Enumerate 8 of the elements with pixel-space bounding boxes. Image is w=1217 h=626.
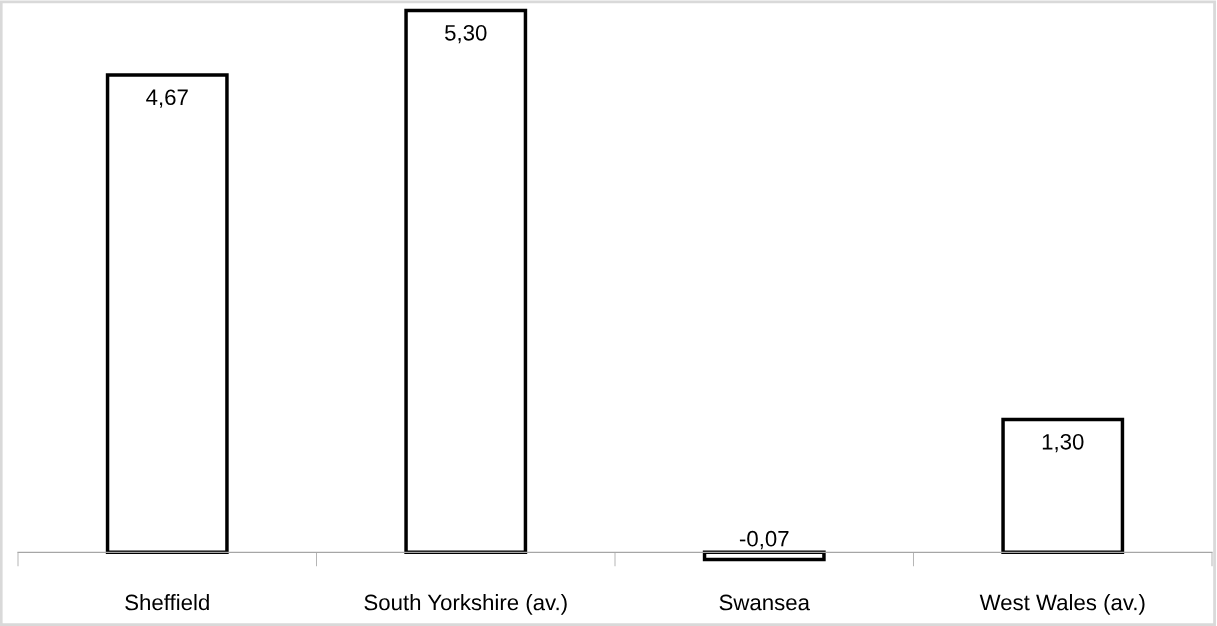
data-label: 5,30	[445, 24, 487, 44]
data-label: -0,07	[739, 530, 789, 550]
x-tick-label: Sheffield	[125, 594, 209, 611]
x-tick-label: West Wales (av.)	[979, 594, 1145, 615]
x-tick-label: Swansea	[719, 594, 810, 611]
data-label: 1,30	[1042, 433, 1084, 453]
data-label: 4,67	[146, 89, 188, 108]
x-tick-label: South Yorkshire (av.)	[364, 594, 567, 615]
